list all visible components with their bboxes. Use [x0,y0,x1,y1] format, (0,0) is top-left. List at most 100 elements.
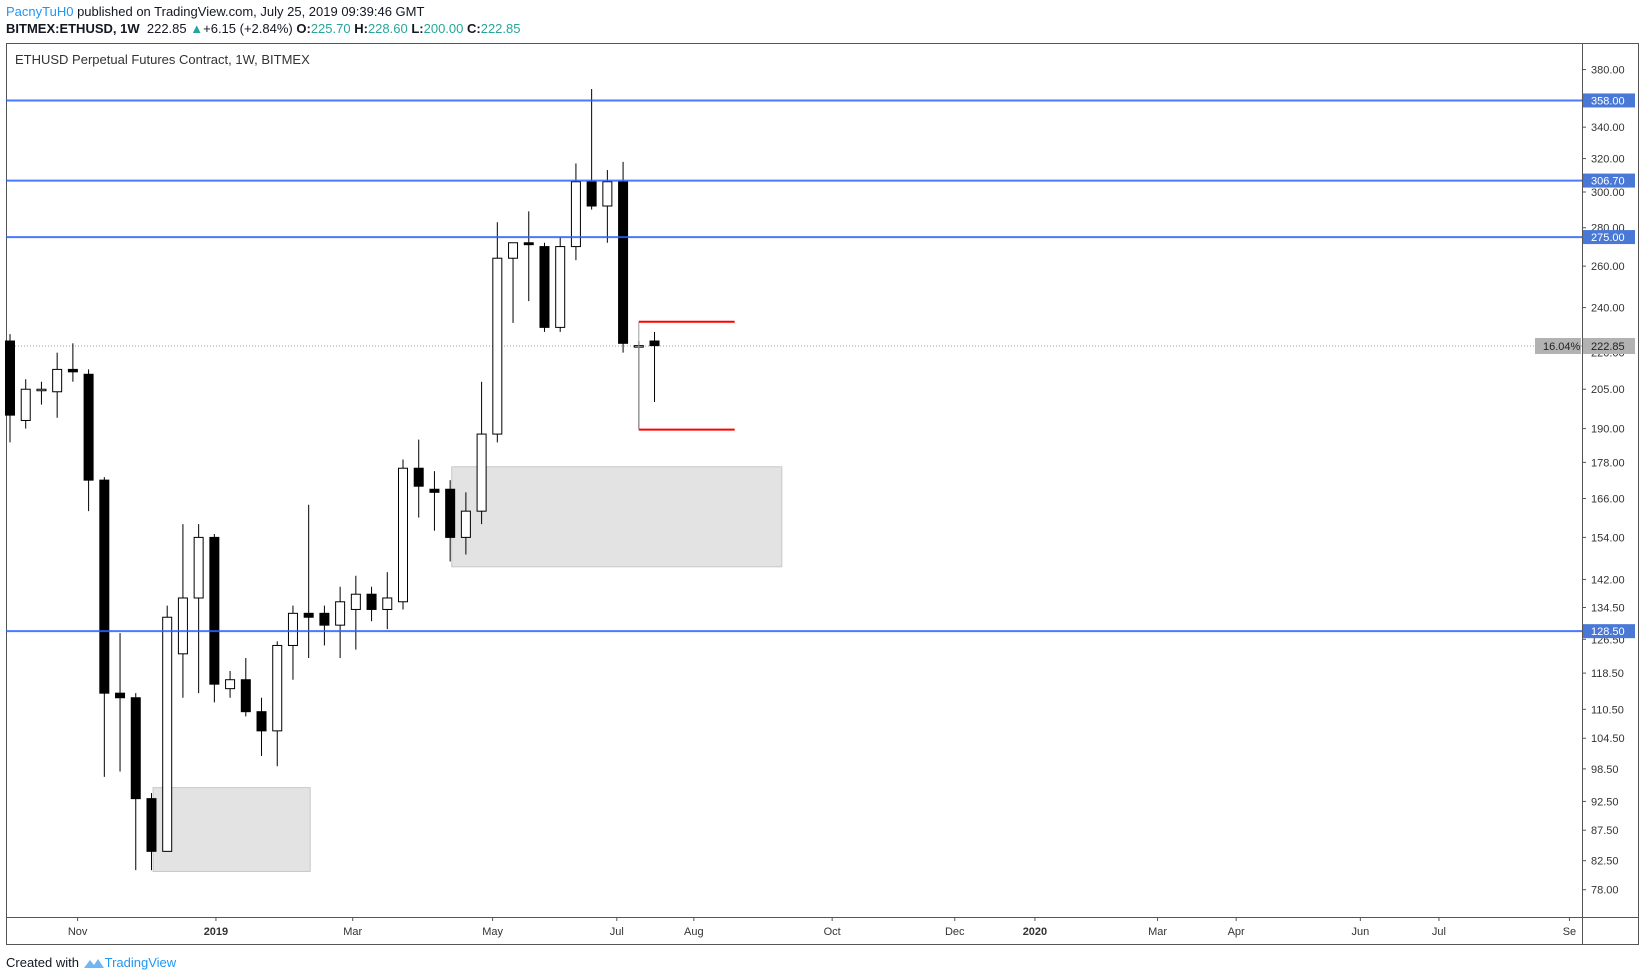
time-axis[interactable]: Nov 2019 Mar May Jul Aug Oct Dec 2020 Mar Apr Jun Ju… [68,917,1576,938]
publish-info: PacnyTuH0 published on TradingView.com, … [6,4,424,19]
candle-body [20,388,31,421]
y-tick-label: 154.00 [1591,532,1625,544]
y-tick-label: 340.00 [1591,122,1625,134]
candle-body [335,601,346,626]
candle-body [382,597,393,610]
current-price-layer: 16.04% 222.85 [1535,337,1635,354]
candle-body [240,679,251,713]
candle-body [539,246,550,328]
price-axis[interactable]: 380.00340.00320.00300.00280.00260.00240.… [1582,65,1635,897]
candle [162,605,173,852]
level-price-label: 128.50 [1591,626,1625,638]
level-price-tag [1583,624,1635,639]
y-tick-label: 87.50 [1591,825,1619,837]
candle-body [398,467,408,603]
candle-body [67,368,78,373]
candle [429,471,440,531]
candle [649,331,660,403]
candle-body [303,612,314,618]
candle-body [193,536,204,599]
candle [570,163,581,261]
y-tick-label: 380.00 [1591,65,1625,77]
current-price-tag [1583,337,1635,354]
level-price-label: 358.00 [1591,95,1625,107]
level-price-tag [1583,173,1635,188]
footer-created-text: Created with [6,955,79,970]
candle-body [319,612,330,626]
x-tick-label: Nov [68,926,88,938]
x-tick-label: Oct [824,926,841,938]
x-tick-label: May [482,926,503,938]
y-tick-label: 98.50 [1591,764,1619,776]
candle [99,477,110,777]
zones-layer [6,345,1582,872]
candle [555,237,566,332]
candle-body [5,340,15,416]
candle-body [366,593,377,610]
candle-body [508,242,519,259]
chart-title: ETHUSD Perpetual Futures Contract, 1W, B… [15,52,310,67]
candle-body [209,536,220,685]
candle-body [555,246,566,328]
candle-body [162,616,173,852]
candle-body [413,467,424,487]
candle [240,658,251,717]
y-tick-label: 110.50 [1591,704,1624,716]
candle-body [586,181,597,207]
candle [272,641,283,767]
close-value: 222.85 [480,21,521,36]
candle-body [225,679,236,690]
y-tick-label: 134.50 [1591,603,1625,615]
published-text: published on TradingView.com, July 25, 2… [77,4,425,19]
last-price: 222.85 [146,21,187,36]
candle [492,222,503,443]
y-tick-label: 78.00 [1591,885,1619,897]
price-chart[interactable]: 380.00340.00320.00300.00280.00260.00240.… [0,0,1639,945]
symbol-bar: BITMEX:ETHUSD, 1W 222.85 ▲+6.15 (+2.84%)… [6,21,520,36]
candle [115,633,126,772]
y-tick-label: 142.00 [1591,574,1625,586]
candle [398,459,408,610]
y-tick-label: 260.00 [1591,261,1625,273]
candle [130,693,141,871]
candle [303,504,314,659]
y-tick-label: 300.00 [1591,187,1625,199]
levels-layer [6,99,1582,633]
open-value: 225.70 [310,21,351,36]
footer-brand-link[interactable]: TradingView [104,955,177,970]
publisher-link[interactable]: PacnyTuH0 [6,4,74,19]
level-price-tag [1583,230,1635,245]
candle-body [130,697,141,800]
candle [413,439,424,518]
low-label: L: [411,21,424,36]
candle [225,670,236,698]
candle [445,480,456,562]
x-tick-label: Jun [1351,926,1369,938]
candle [146,793,157,871]
candle-body [492,257,503,435]
candle-body [287,612,298,646]
candle [586,89,597,210]
candle [287,605,298,680]
low-value: 200.00 [423,21,464,36]
candle [5,334,15,443]
symbol-label: BITMEX:ETHUSD, 1W [6,21,140,36]
level-price-label: 275.00 [1591,232,1625,244]
candle-body [476,433,487,512]
level-price-label: 306.70 [1591,176,1625,188]
candle [476,381,487,525]
candle-body [445,488,456,538]
y-tick-label: 82.50 [1591,856,1619,868]
candle-body [115,692,126,699]
y-tick-label: 320.00 [1591,154,1625,166]
x-tick-label: 2019 [204,926,228,938]
candle [539,242,550,332]
candle [508,242,519,323]
y-tick-label: 92.50 [1591,796,1619,808]
x-tick-label: 2020 [1023,926,1047,938]
candle [20,379,31,429]
open-label: O: [296,21,311,36]
y-tick-label: 118.50 [1591,668,1624,680]
x-tick-label: Jul [1432,926,1446,938]
candle [523,211,534,302]
